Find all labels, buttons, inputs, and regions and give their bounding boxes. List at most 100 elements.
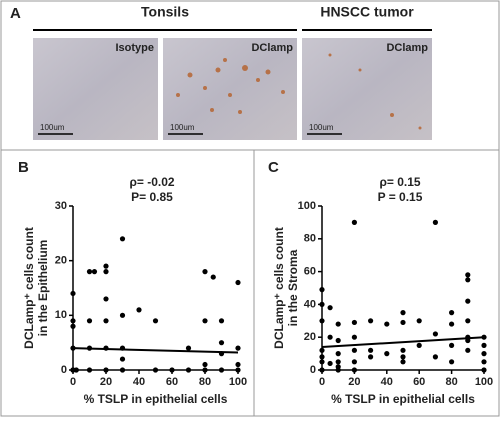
micrograph bbox=[302, 38, 432, 140]
point bbox=[481, 359, 487, 365]
image-label: Isotype bbox=[115, 42, 154, 54]
image-label: DClamp bbox=[251, 42, 293, 54]
point bbox=[235, 367, 241, 373]
x-tick-label: 0 bbox=[70, 376, 76, 388]
point bbox=[449, 359, 455, 365]
point bbox=[218, 367, 225, 373]
y-axis-label: DCLamp⁺ cells count bbox=[272, 227, 286, 349]
point bbox=[319, 367, 325, 373]
point bbox=[86, 269, 93, 275]
annotation: ρ= -0.02 bbox=[129, 175, 174, 189]
point bbox=[73, 367, 79, 373]
scale-label: 100um bbox=[170, 123, 195, 132]
x-tick-label: 0 bbox=[319, 376, 325, 388]
point bbox=[335, 321, 341, 327]
point bbox=[449, 342, 455, 348]
point bbox=[351, 367, 357, 373]
point bbox=[319, 287, 325, 293]
x-tick-label: 100 bbox=[229, 376, 247, 388]
x-tick-label: 40 bbox=[133, 376, 145, 388]
stain-spots bbox=[176, 53, 422, 130]
point bbox=[319, 359, 325, 365]
point bbox=[119, 356, 126, 362]
point bbox=[368, 318, 374, 324]
point bbox=[335, 359, 341, 365]
y-tick-label: 20 bbox=[304, 331, 316, 343]
point bbox=[235, 361, 241, 368]
point bbox=[465, 298, 471, 304]
point bbox=[103, 367, 109, 373]
x-tick-label: 100 bbox=[475, 376, 493, 388]
y-tick-label: 100 bbox=[298, 200, 316, 212]
point bbox=[400, 354, 406, 360]
point bbox=[335, 337, 341, 344]
y-tick-label: 10 bbox=[55, 309, 67, 321]
trendline bbox=[72, 347, 239, 354]
point bbox=[351, 319, 357, 326]
point bbox=[432, 354, 438, 360]
x-tick-label: 20 bbox=[348, 376, 360, 388]
panel-label: B bbox=[18, 159, 29, 176]
point bbox=[335, 351, 341, 357]
point bbox=[465, 277, 471, 283]
x-axis-label: % TSLP in epithelial cells bbox=[331, 392, 475, 406]
point bbox=[400, 359, 406, 365]
point bbox=[86, 367, 93, 373]
y-axis-label: in the Epithelium bbox=[36, 240, 50, 337]
point bbox=[368, 354, 374, 360]
point bbox=[400, 319, 406, 326]
x-tick-label: 20 bbox=[100, 376, 112, 388]
point bbox=[152, 318, 159, 324]
point bbox=[384, 351, 390, 357]
annotation: P= 0.85 bbox=[131, 190, 173, 204]
point bbox=[465, 272, 471, 278]
point bbox=[86, 318, 93, 324]
point bbox=[235, 345, 241, 351]
point bbox=[319, 318, 325, 324]
y-tick-label: 40 bbox=[304, 298, 316, 310]
image-label: DClamp bbox=[386, 42, 428, 54]
point bbox=[119, 312, 126, 318]
point bbox=[70, 323, 76, 329]
point bbox=[119, 367, 126, 373]
point bbox=[449, 310, 455, 316]
point bbox=[218, 340, 225, 346]
point bbox=[351, 347, 357, 353]
point bbox=[70, 318, 76, 324]
point bbox=[319, 301, 325, 307]
x-tick-label: 60 bbox=[413, 376, 425, 388]
micrograph bbox=[163, 38, 297, 140]
point bbox=[103, 269, 109, 275]
point bbox=[368, 347, 374, 353]
point bbox=[351, 359, 357, 365]
x-tick-label: 80 bbox=[199, 376, 211, 388]
point bbox=[202, 318, 208, 324]
point bbox=[202, 361, 208, 368]
point bbox=[119, 236, 126, 242]
annotation: P = 0.15 bbox=[378, 190, 423, 204]
point bbox=[449, 321, 455, 327]
trendline bbox=[321, 336, 485, 349]
y-tick-label: 80 bbox=[304, 233, 316, 245]
group-label: HNSCC tumor bbox=[320, 4, 414, 20]
point bbox=[185, 367, 192, 373]
panel-label: C bbox=[268, 159, 279, 176]
point bbox=[481, 367, 487, 373]
point bbox=[400, 347, 406, 353]
point bbox=[136, 307, 142, 313]
x-tick-label: 60 bbox=[166, 376, 178, 388]
point bbox=[103, 318, 109, 324]
y-axis-label: DCLamp⁺ cells count bbox=[22, 227, 36, 349]
point bbox=[202, 269, 208, 275]
point bbox=[218, 318, 225, 324]
point bbox=[202, 367, 208, 373]
point bbox=[185, 345, 192, 351]
y-tick-label: 30 bbox=[55, 200, 67, 212]
point bbox=[416, 318, 422, 324]
point bbox=[327, 334, 333, 340]
scale-label: 100um bbox=[40, 123, 65, 132]
micrograph bbox=[33, 38, 158, 140]
point bbox=[327, 360, 333, 367]
